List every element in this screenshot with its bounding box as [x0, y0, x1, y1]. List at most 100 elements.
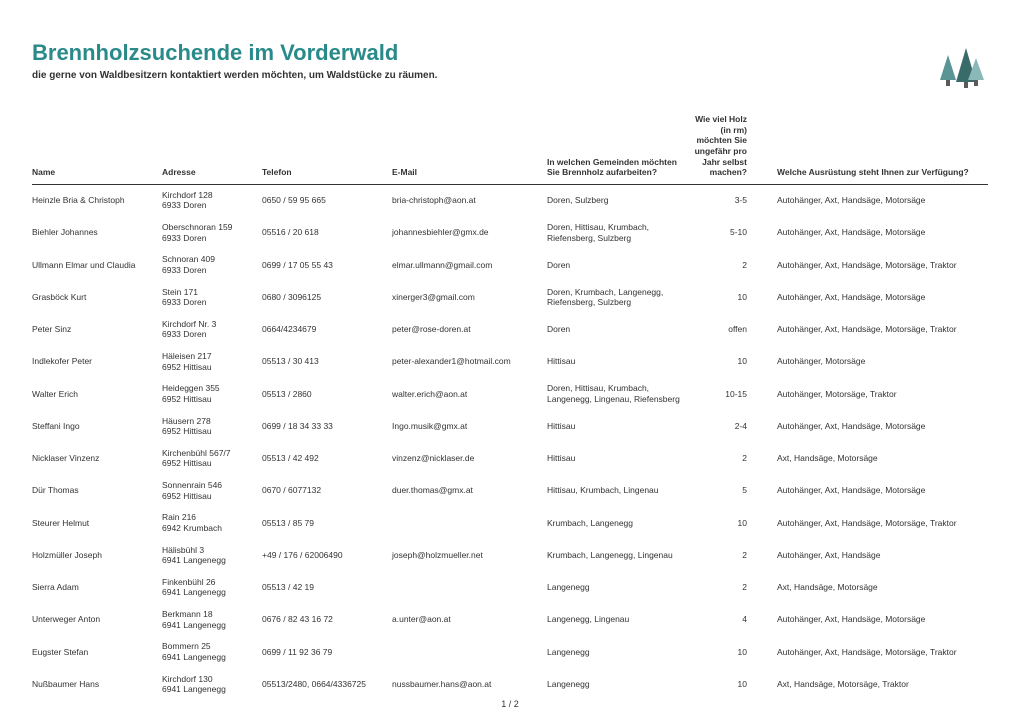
cell-name: Eugster Stefan [32, 636, 162, 668]
cell-tel: 0699 / 18 34 33 33 [262, 410, 392, 442]
cell-addr: Finkenbühl 266941 Langenegg [162, 571, 262, 603]
table-row: Indlekofer PeterHäleisen 2176952 Hittisa… [32, 346, 988, 378]
cell-name: Dür Thomas [32, 475, 162, 507]
cell-mail [392, 507, 547, 539]
table-row: Holzmüller JosephHälisbühl 36941 Langene… [32, 539, 988, 571]
table-row: Steurer HelmutRain 2166942 Krumbach05513… [32, 507, 988, 539]
cell-tel: 05513/2480, 0664/4336725 [262, 668, 392, 700]
cell-mail: Ingo.musik@gmx.at [392, 410, 547, 442]
cell-aus: Autohänger, Axt, Handsäge, Motorsäge [777, 475, 988, 507]
cell-gem: Doren [547, 313, 687, 345]
cell-addr: Kirchdorf Nr. 36933 Doren [162, 313, 262, 345]
cell-name: Ullmann Elmar und Claudia [32, 249, 162, 281]
cell-aus: Autohänger, Motorsäge [777, 346, 988, 378]
cell-aus: Axt, Handsäge, Motorsäge [777, 571, 988, 603]
cell-mail: peter-alexander1@hotmail.com [392, 346, 547, 378]
cell-mail: nussbaumer.hans@aon.at [392, 668, 547, 700]
cell-holz: 3-5 [687, 184, 777, 216]
cell-tel: 0664/4234679 [262, 313, 392, 345]
cell-holz: 4 [687, 604, 777, 636]
cell-addr: Heideggen 3556952 Hittisau [162, 378, 262, 410]
cell-tel: 05513 / 42 19 [262, 571, 392, 603]
cell-tel: 05513 / 2860 [262, 378, 392, 410]
cell-gem: Doren, Hittisau, Krumbach, Langenegg, Li… [547, 378, 687, 410]
cell-addr: Häleisen 2176952 Hittisau [162, 346, 262, 378]
cell-aus: Autohänger, Axt, Handsäge, Motorsäge, Tr… [777, 313, 988, 345]
table-row: Steffani IngoHäusern 2786952 Hittisau069… [32, 410, 988, 442]
col-header-gem: In welchen Gemeinden möchten Sie Brennho… [547, 110, 687, 184]
cell-holz: 5-10 [687, 217, 777, 249]
cell-tel: 05516 / 20 618 [262, 217, 392, 249]
cell-tel: 05513 / 85 79 [262, 507, 392, 539]
table-row: Biehler JohannesOberschnoran 1596933 Dor… [32, 217, 988, 249]
cell-holz: 2 [687, 442, 777, 474]
cell-mail [392, 636, 547, 668]
cell-holz: 2 [687, 249, 777, 281]
cell-name: Indlekofer Peter [32, 346, 162, 378]
cell-gem: Langenegg, Lingenau [547, 604, 687, 636]
cell-gem: Hittisau [547, 442, 687, 474]
cell-tel: 0680 / 3096125 [262, 281, 392, 313]
trees-logo-icon [928, 40, 988, 90]
cell-gem: Doren [547, 249, 687, 281]
table-row: Grasböck KurtStein 1716933 Doren0680 / 3… [32, 281, 988, 313]
table-row: Sierra AdamFinkenbühl 266941 Langenegg05… [32, 571, 988, 603]
cell-holz: 10 [687, 346, 777, 378]
cell-name: Nußbaumer Hans [32, 668, 162, 700]
cell-addr: Rain 2166942 Krumbach [162, 507, 262, 539]
cell-mail: xinerger3@gmail.com [392, 281, 547, 313]
col-header-tel: Telefon [262, 110, 392, 184]
cell-tel: 0650 / 59 95 665 [262, 184, 392, 216]
cell-mail: a.unter@aon.at [392, 604, 547, 636]
cell-tel: 0670 / 6077132 [262, 475, 392, 507]
cell-addr: Oberschnoran 1596933 Doren [162, 217, 262, 249]
table-row: Dür ThomasSonnenrain 5466952 Hittisau067… [32, 475, 988, 507]
cell-name: Biehler Johannes [32, 217, 162, 249]
cell-addr: Stein 1716933 Doren [162, 281, 262, 313]
cell-name: Heinzle Bria & Christoph [32, 184, 162, 216]
page-title: Brennholzsuchende im Vorderwald [32, 40, 928, 66]
cell-aus: Autohänger, Motorsäge, Traktor [777, 378, 988, 410]
cell-mail: walter.erich@aon.at [392, 378, 547, 410]
cell-tel: 05513 / 30 413 [262, 346, 392, 378]
cell-aus: Autohänger, Axt, Handsäge [777, 539, 988, 571]
cell-addr: Kirchenbühl 567/76952 Hittisau [162, 442, 262, 474]
cell-mail: vinzenz@nicklaser.de [392, 442, 547, 474]
cell-gem: Doren, Sulzberg [547, 184, 687, 216]
cell-addr: Häusern 2786952 Hittisau [162, 410, 262, 442]
cell-aus: Autohänger, Axt, Handsäge, Motorsäge [777, 217, 988, 249]
cell-holz: 10 [687, 668, 777, 700]
cell-aus: Autohänger, Axt, Handsäge, Motorsäge [777, 281, 988, 313]
cell-addr: Kirchdorf 1286933 Doren [162, 184, 262, 216]
cell-name: Steffani Ingo [32, 410, 162, 442]
cell-holz: 10-15 [687, 378, 777, 410]
table-row: Unterweger AntonBerkmann 186941 Langeneg… [32, 604, 988, 636]
cell-aus: Autohänger, Axt, Handsäge, Motorsäge, Tr… [777, 507, 988, 539]
cell-holz: 2 [687, 539, 777, 571]
cell-gem: Hittisau [547, 410, 687, 442]
cell-name: Holzmüller Joseph [32, 539, 162, 571]
cell-addr: Kirchdorf 1306941 Langenegg [162, 668, 262, 700]
table-row: Peter SinzKirchdorf Nr. 36933 Doren0664/… [32, 313, 988, 345]
cell-addr: Sonnenrain 5466952 Hittisau [162, 475, 262, 507]
table-row: Heinzle Bria & ChristophKirchdorf 128693… [32, 184, 988, 216]
cell-addr: Bommern 256941 Langenegg [162, 636, 262, 668]
cell-name: Nicklaser Vinzenz [32, 442, 162, 474]
cell-aus: Autohänger, Axt, Handsäge, Motorsäge, Tr… [777, 249, 988, 281]
cell-addr: Schnoran 4096933 Doren [162, 249, 262, 281]
col-header-mail: E-Mail [392, 110, 547, 184]
cell-gem: Hittisau [547, 346, 687, 378]
table-row: Nußbaumer HansKirchdorf 1306941 Langeneg… [32, 668, 988, 700]
table-header-row: Name Adresse Telefon E-Mail In welchen G… [32, 110, 988, 184]
cell-tel: 0699 / 11 92 36 79 [262, 636, 392, 668]
cell-gem: Krumbach, Langenegg [547, 507, 687, 539]
cell-aus: Autohänger, Axt, Handsäge, Motorsäge [777, 604, 988, 636]
page-subtitle: die gerne von Waldbesitzern kontaktiert … [32, 70, 928, 81]
cell-aus: Autohänger, Axt, Handsäge, Motorsäge [777, 410, 988, 442]
page-footer: 1 / 2 [0, 699, 1020, 709]
data-table: Name Adresse Telefon E-Mail In welchen G… [32, 110, 988, 701]
cell-tel: +49 / 176 / 62006490 [262, 539, 392, 571]
title-block: Brennholzsuchende im Vorderwald die gern… [32, 40, 928, 81]
cell-name: Grasböck Kurt [32, 281, 162, 313]
cell-tel: 0699 / 17 05 55 43 [262, 249, 392, 281]
